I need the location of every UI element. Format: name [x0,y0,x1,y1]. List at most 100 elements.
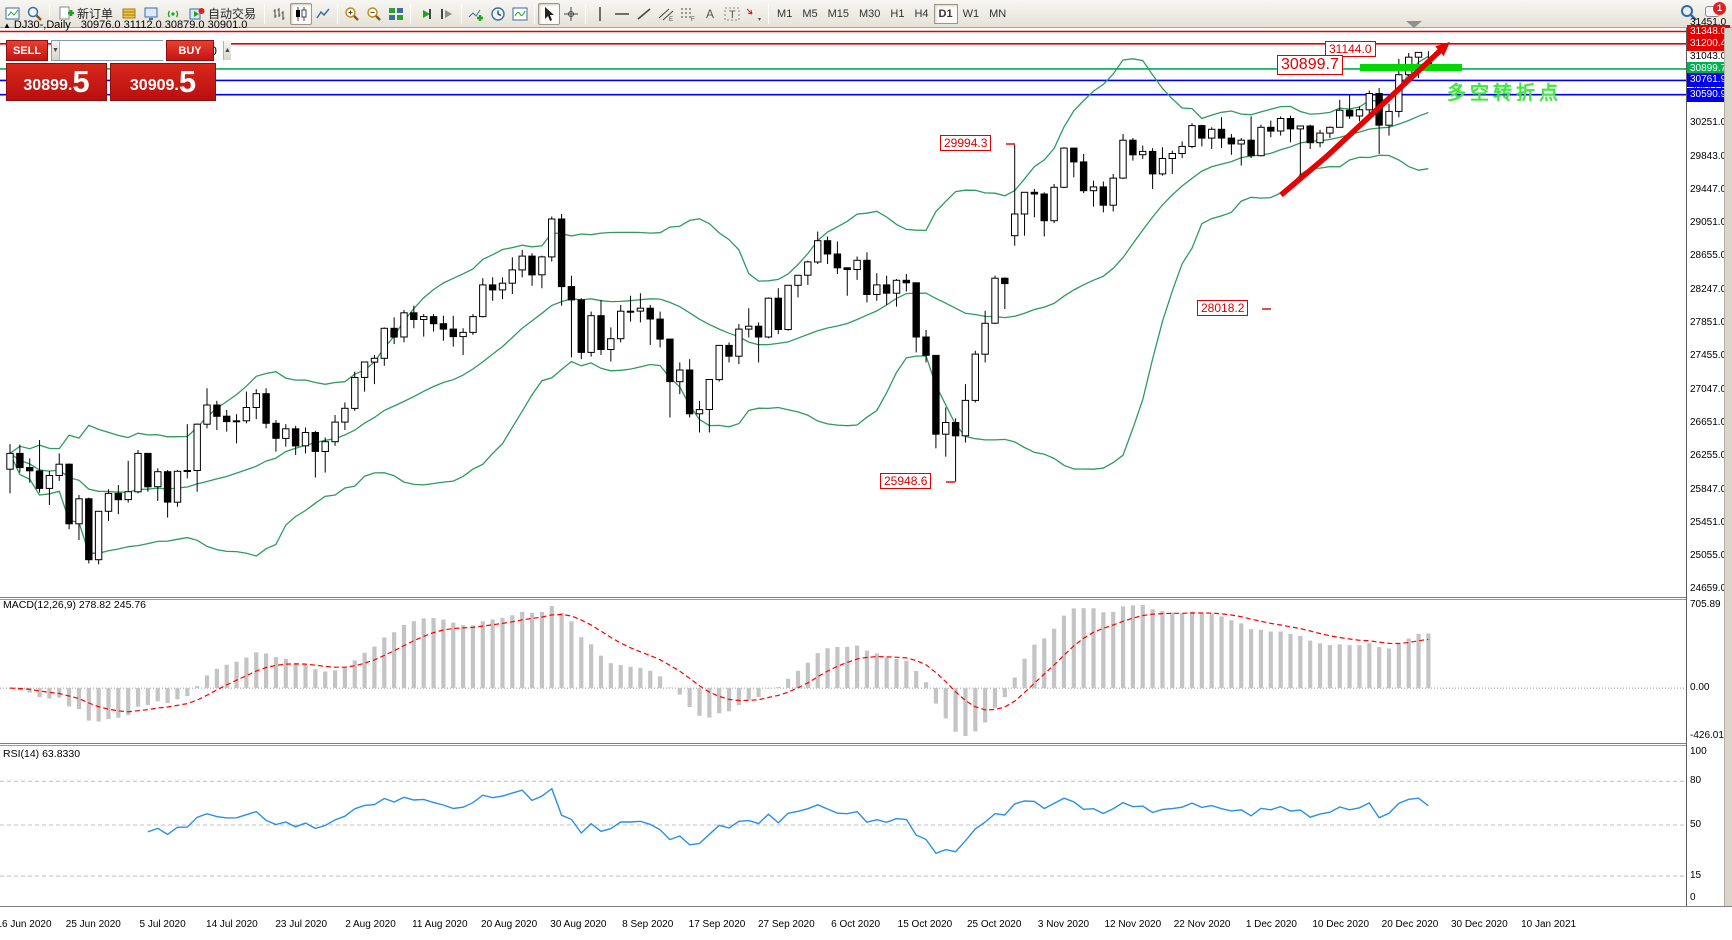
candlestick [262,393,270,424]
pane-separator[interactable] [0,597,1732,600]
candlestick [1089,186,1098,192]
market-depth-icon[interactable] [118,3,140,25]
rsi-pane[interactable] [0,746,1686,906]
sell-price-tile[interactable]: 30899. 5 [6,63,107,101]
tile-windows-icon[interactable] [385,3,407,25]
candlestick [1365,93,1373,111]
price-annotation-label[interactable]: 25948.6 [880,473,932,489]
candlestick [577,299,585,353]
main-chart[interactable] [0,28,1686,597]
indicators-icon[interactable] [465,3,487,25]
text-label-icon[interactable]: T [721,3,743,25]
candlestick [922,336,930,356]
bull-bear-turning-point-note[interactable]: 多空转折点 [1447,83,1563,104]
trendline-icon[interactable] [633,3,655,25]
rsi-axis-label: 80 [1690,775,1702,787]
price-axis[interactable]: 31451.031043.030647.030251.029843.029447… [1687,17,1732,906]
macd-signal-line [9,612,1429,713]
arrows-tool-icon[interactable] [743,3,765,25]
candlestick [745,325,753,330]
macd-pane[interactable] [0,600,1686,743]
fibonacci-icon[interactable]: F [677,3,699,25]
candlestick [479,284,487,318]
timeframe-M5[interactable]: M5 [802,7,818,20]
horizontal-line-icon[interactable] [611,3,633,25]
timeframe-D1[interactable]: D1 [933,3,958,24]
buy-price-tile[interactable]: 30909. 5 [110,63,216,101]
sell-button[interactable]: SELL [6,40,48,61]
chart-shift-icon[interactable] [436,3,458,25]
trend-arrow[interactable] [1279,46,1444,198]
candlestick [1119,139,1127,179]
volume-stepper: ▼ ▲ [51,40,231,61]
timeframe-M1[interactable]: M1 [777,7,793,20]
candlestick [311,432,320,452]
candlestick [469,316,477,333]
vertical-line-icon[interactable] [589,3,611,25]
timeframe-MN[interactable]: MN [989,7,1007,20]
time-axis-label: 17 Sep 2020 [688,919,746,930]
search-icon[interactable] [1678,2,1700,24]
equidistant-channel-icon[interactable]: E [655,3,677,25]
time-axis-label: 14 Jul 2020 [206,919,258,930]
pane-separator[interactable] [0,743,1732,746]
chart-preview-icon[interactable] [24,3,46,25]
new-chart-icon[interactable] [2,3,24,25]
candlestick [223,415,231,423]
text-icon[interactable]: A [699,3,721,25]
candlestick-type-icon[interactable] [290,2,313,25]
timeframe-W1[interactable]: W1 [962,7,980,20]
autotrading-button[interactable]: 自动交易 [184,3,261,25]
one-click-panel-toggle-icon[interactable]: ▲ [3,21,11,30]
price-annotation-label[interactable]: 31144.0 [1325,41,1376,57]
price-annotation-label[interactable]: 29994.3 [940,135,992,151]
time-axis[interactable]: 16 Jun 2020 25 Jun 2020 5 Jul 2020 14 Jul 2… [0,906,1732,940]
crosshair-icon[interactable] [560,3,582,25]
timeframe-M30[interactable]: M30 [859,7,881,20]
candlestick [932,354,940,435]
notifications-icon[interactable]: 1 [1704,2,1726,24]
time-axis-label: 10 Jan 2021 [1521,919,1577,930]
timeframe-H1[interactable]: H1 [890,7,905,20]
templates-icon[interactable] [509,3,531,25]
candlestick [528,255,536,276]
candlestick [567,286,576,301]
toolbar: 新订单 自动交易 [0,0,1732,28]
bollinger-upper-band [9,55,1429,454]
buy-button[interactable]: BUY [166,40,214,61]
price-axis-tick: 28655.0 [1690,250,1727,262]
candlestick [1326,126,1334,134]
toolbar-separator [585,3,587,24]
zoom-out-icon[interactable] [363,3,385,25]
candlestick [1217,128,1226,139]
price-annotation-label[interactable]: 28018.2 [1197,300,1249,316]
terminal-icon[interactable] [140,3,162,25]
new-order-button[interactable]: 新订单 [53,3,118,25]
cursor-icon[interactable] [538,2,561,25]
chart-shift-marker-icon[interactable] [1406,21,1422,28]
candlestick [843,267,851,271]
line-chart-type-icon[interactable] [312,3,334,25]
candlestick [242,407,251,422]
chart-symbol-period: DJ30-,Daily [13,19,71,31]
time-axis-label: 23 Jul 2020 [275,919,328,930]
candlestick [508,269,517,284]
chart-title: ▲ DJ30-,Daily 30976.0 31112.0 30879.0 3090… [3,19,247,31]
candlestick [6,452,14,470]
support-zone-bar[interactable] [1360,64,1462,71]
timeframe-H4[interactable]: H4 [914,7,929,20]
bar-chart-type-icon[interactable] [268,3,290,25]
periods-icon[interactable] [487,3,509,25]
volume-increase-button[interactable]: ▲ [222,41,231,60]
candlestick [1060,147,1068,188]
volume-decrease-button[interactable]: ▼ [52,41,60,60]
time-axis-label: 30 Aug 2020 [550,919,607,930]
bollinger-middle-band [9,111,1429,493]
timeframe-M15[interactable]: M15 [827,7,849,20]
zoom-in-icon[interactable] [341,3,363,25]
candlestick [331,421,339,443]
price-annotation-label[interactable]: 30899.7 [1277,55,1343,75]
auto-scroll-icon[interactable] [414,3,436,25]
signals-icon[interactable] [162,3,184,25]
